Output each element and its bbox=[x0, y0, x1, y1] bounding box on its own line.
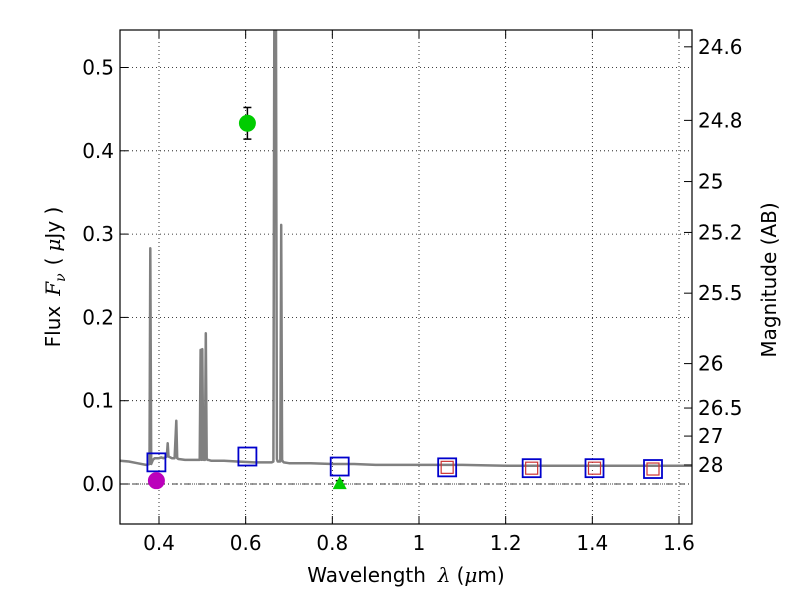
magnitude-tick-label: 26 bbox=[698, 352, 723, 376]
upper-limit-square bbox=[646, 462, 660, 476]
photometry-point bbox=[238, 114, 256, 132]
y-tick-label: 0.5 bbox=[82, 55, 114, 79]
model-photometry-square bbox=[584, 458, 605, 479]
model-photometry-square bbox=[329, 456, 350, 477]
y-tick-label: 0.3 bbox=[82, 222, 114, 246]
grid-lines bbox=[120, 30, 692, 524]
x-tick-label: 1.6 bbox=[663, 531, 695, 555]
upper-limit-square bbox=[525, 461, 539, 475]
y-tick-label: 0.0 bbox=[82, 472, 114, 496]
magnitude-tick-label: 28 bbox=[698, 453, 723, 477]
photometry-triangle bbox=[332, 476, 347, 490]
x-tick-label: 0.4 bbox=[143, 531, 175, 555]
magnitude-tick-label: 24.6 bbox=[698, 35, 743, 59]
magnitude-tick-label: 27 bbox=[698, 424, 723, 448]
plot-area bbox=[120, 30, 692, 490]
y-tick-label: 0.2 bbox=[82, 305, 114, 329]
y-axis: 0.0 0.1 0.2 0.3 0.4 0.5 bbox=[82, 55, 128, 496]
magnitude-tick-label: 24.8 bbox=[698, 108, 743, 132]
model-photometry-square bbox=[146, 452, 167, 473]
magnitude-tick-label: 26.5 bbox=[698, 396, 743, 420]
photometry-point bbox=[147, 472, 165, 490]
magnitude-axis-label: Magnitude (AB) bbox=[757, 202, 781, 357]
magnitude-tick-label: 25.2 bbox=[698, 220, 743, 244]
upper-limit-square bbox=[587, 461, 602, 475]
model-spectrum-line bbox=[120, 30, 692, 467]
x-tick-label: 1.4 bbox=[576, 531, 608, 555]
magnitude-tick-label: 25 bbox=[698, 170, 723, 194]
x-axis: 0.4 0.6 0.8 1 1.2 1.4 1.6 bbox=[143, 30, 695, 555]
upper-limit-square bbox=[440, 460, 454, 474]
y-tick-label: 0.4 bbox=[82, 139, 114, 163]
x-tick-label: 0.6 bbox=[230, 531, 262, 555]
x-tick-label: 0.8 bbox=[316, 531, 348, 555]
x-tick-label: 1 bbox=[413, 531, 426, 555]
model-photometry-square bbox=[643, 459, 663, 479]
magnitude-tick-label: 25.5 bbox=[698, 281, 743, 305]
y-axis-label: FluxFν(μJy ) bbox=[41, 207, 69, 348]
photometry-markers bbox=[146, 106, 663, 490]
x-axis-label: Wavelength λ (μm) bbox=[307, 563, 504, 587]
model-photometry-square bbox=[437, 457, 458, 478]
y-tick-label: 0.1 bbox=[82, 389, 114, 413]
x-tick-label: 1.2 bbox=[490, 531, 522, 555]
model-photometry-square bbox=[521, 458, 542, 479]
model-spectrum bbox=[120, 30, 692, 467]
model-photometry-square bbox=[237, 446, 258, 467]
magnitude-axis: 24.6 24.8 25 25.2 25.5 26 26.5 27 28 bbox=[684, 35, 743, 477]
plot-frame bbox=[119, 29, 693, 525]
